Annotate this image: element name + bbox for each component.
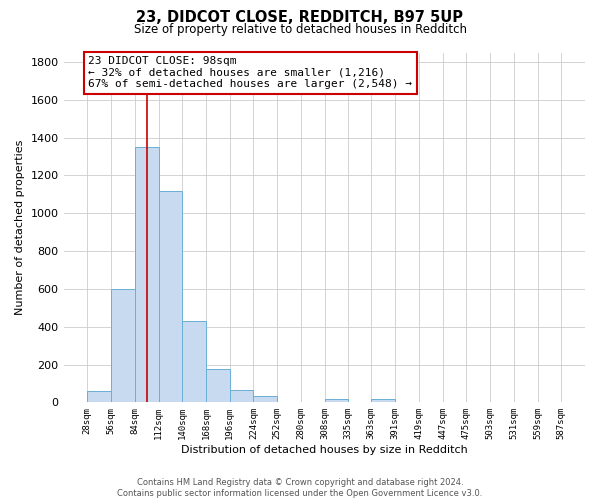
Y-axis label: Number of detached properties: Number of detached properties <box>15 140 25 315</box>
Bar <box>325 398 349 402</box>
Bar <box>158 190 182 402</box>
Bar <box>182 321 206 402</box>
X-axis label: Distribution of detached houses by size in Redditch: Distribution of detached houses by size … <box>181 445 467 455</box>
Text: 23, DIDCOT CLOSE, REDDITCH, B97 5UP: 23, DIDCOT CLOSE, REDDITCH, B97 5UP <box>137 10 464 25</box>
Bar <box>206 369 230 402</box>
Text: 23 DIDCOT CLOSE: 98sqm
← 32% of detached houses are smaller (1,216)
67% of semi-: 23 DIDCOT CLOSE: 98sqm ← 32% of detached… <box>88 56 412 90</box>
Bar <box>111 289 135 403</box>
Bar <box>371 398 395 402</box>
Bar <box>230 390 253 402</box>
Text: Size of property relative to detached houses in Redditch: Size of property relative to detached ho… <box>133 22 467 36</box>
Bar <box>87 391 111 402</box>
Text: Contains HM Land Registry data © Crown copyright and database right 2024.
Contai: Contains HM Land Registry data © Crown c… <box>118 478 482 498</box>
Bar <box>253 396 277 402</box>
Bar <box>135 147 158 403</box>
